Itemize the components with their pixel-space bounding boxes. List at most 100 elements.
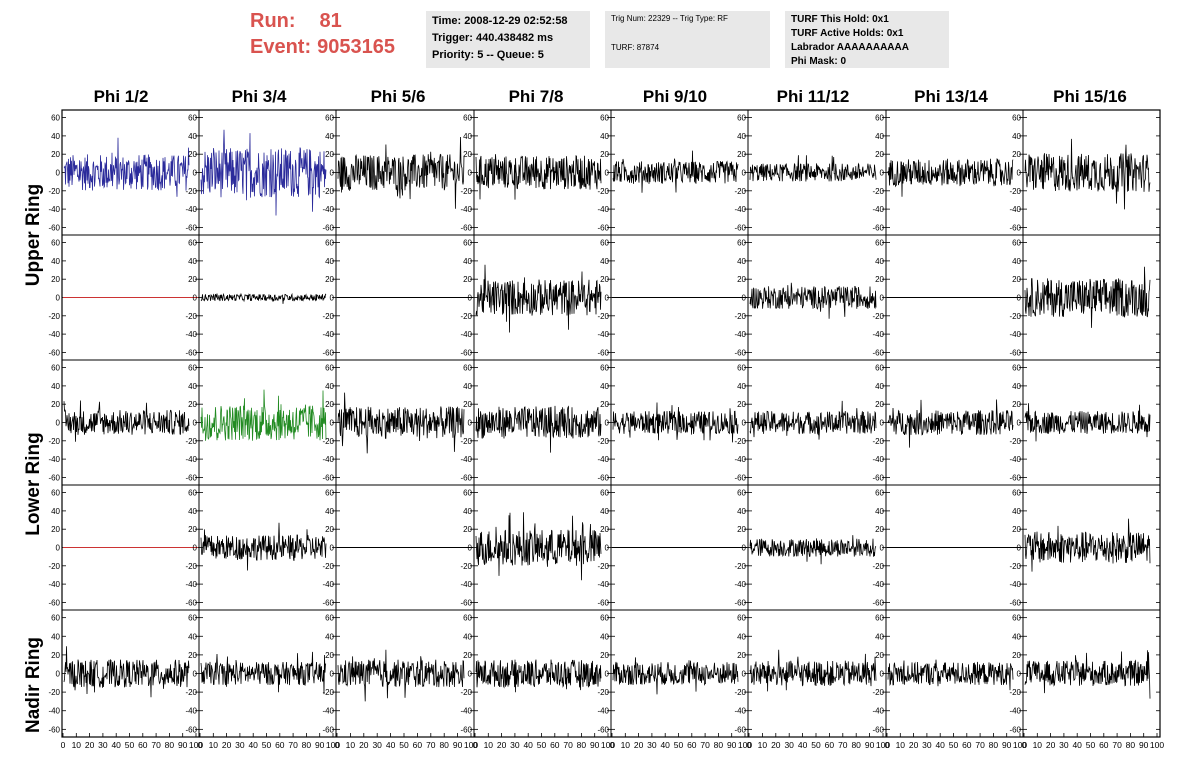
y-tick-label: -60 xyxy=(48,598,60,607)
y-tick-label: -20 xyxy=(872,562,884,571)
y-tick-label: -20 xyxy=(185,312,197,321)
y-tick-label: -20 xyxy=(597,688,609,697)
y-tick-label: 0 xyxy=(330,169,335,178)
y-tick-label: -40 xyxy=(48,455,60,464)
waveform-panel: 60 40 20 0 -20 -40 -60 xyxy=(872,614,1023,734)
y-tick-label: -60 xyxy=(872,473,884,482)
x-tick-label: 50 xyxy=(399,740,409,750)
x-tick-label: 80 xyxy=(302,740,312,750)
y-tick-label: 20 xyxy=(325,525,334,534)
x-tick-label: 60 xyxy=(687,740,697,750)
y-tick-label: 40 xyxy=(600,382,609,391)
y-tick-label: 20 xyxy=(51,275,60,284)
y-tick-label: 0 xyxy=(605,419,610,428)
x-tick-label: 100 xyxy=(601,740,615,750)
x-tick-label: 20 xyxy=(497,740,507,750)
y-tick-label: 0 xyxy=(193,670,198,679)
y-tick-label: -20 xyxy=(460,437,472,446)
y-tick-label: 0 xyxy=(468,169,473,178)
x-tick-label: 30 xyxy=(647,740,657,750)
y-tick-label: 60 xyxy=(1012,364,1021,373)
y-tick-label: 0 xyxy=(56,294,61,303)
y-tick-label: 40 xyxy=(875,632,884,641)
y-tick-label: 60 xyxy=(737,364,746,373)
waveform-trace xyxy=(337,392,465,454)
x-tick-label: 0 xyxy=(198,740,203,750)
x-tick-label: 60 xyxy=(413,740,423,750)
y-tick-label: 20 xyxy=(875,651,884,660)
y-tick-label: -40 xyxy=(460,707,472,716)
y-tick-label: 20 xyxy=(188,150,197,159)
waveform-panel: 60 40 20 0 -20 -40 -60 xyxy=(185,364,336,482)
x-tick-label: 10 xyxy=(72,740,82,750)
y-tick-label: -20 xyxy=(734,688,746,697)
waveform-trace xyxy=(1024,138,1151,210)
x-tick-label: 0 xyxy=(1022,740,1027,750)
y-tick-label: -60 xyxy=(322,348,334,357)
y-tick-label: 60 xyxy=(1012,239,1021,248)
y-tick-label: -60 xyxy=(734,598,746,607)
x-tick-label: 0 xyxy=(610,740,615,750)
y-tick-label: 20 xyxy=(51,651,60,660)
waveform-panel: 60 40 20 0 -20 -40 -60 xyxy=(872,489,1023,607)
waveform-trace xyxy=(200,389,327,441)
run-event-box: Run: 81 Event: 9053165 xyxy=(250,8,415,68)
waveform-trace xyxy=(337,649,465,702)
y-tick-label: -60 xyxy=(1009,473,1021,482)
y-tick-label: 60 xyxy=(325,239,334,248)
waveform-trace xyxy=(200,522,327,571)
y-tick-label: 60 xyxy=(875,114,884,123)
event-label: Event: xyxy=(250,36,312,58)
x-tick-label: 10 xyxy=(621,740,631,750)
y-tick-label: 0 xyxy=(193,544,198,553)
y-tick-label: -60 xyxy=(48,223,60,232)
x-tick-label: 60 xyxy=(275,740,285,750)
y-tick-label: 0 xyxy=(330,294,335,303)
y-tick-label: 60 xyxy=(325,489,334,498)
y-tick-label: 40 xyxy=(188,507,197,516)
y-tick-label: -40 xyxy=(460,455,472,464)
y-tick-label: -40 xyxy=(734,580,746,589)
y-tick-label: 0 xyxy=(1017,670,1022,679)
y-tick-label: 40 xyxy=(737,507,746,516)
y-tick-label: -40 xyxy=(597,707,609,716)
run-label: Run: xyxy=(250,10,296,32)
y-tick-label: 20 xyxy=(51,150,60,159)
x-tick-label: 90 xyxy=(453,740,463,750)
x-tick-label: 90 xyxy=(178,740,188,750)
x-tick-label: 100 xyxy=(1150,740,1164,750)
y-tick-label: 60 xyxy=(325,114,334,123)
y-tick-label: -40 xyxy=(597,580,609,589)
x-tick-label: 70 xyxy=(563,740,573,750)
x-tick-label: 100 xyxy=(189,740,203,750)
y-tick-label: -60 xyxy=(48,348,60,357)
y-tick-label: 40 xyxy=(463,382,472,391)
x-tick-label: 40 xyxy=(523,740,533,750)
y-tick-label: 60 xyxy=(51,239,60,248)
y-tick-label: 40 xyxy=(51,632,60,641)
y-tick-label: 40 xyxy=(325,132,334,141)
y-tick-label: 40 xyxy=(600,257,609,266)
y-tick-label: 20 xyxy=(325,400,334,409)
y-tick-label: -60 xyxy=(460,348,472,357)
waveform-panel: 60 40 20 0 -20 -40 -60 xyxy=(734,239,886,357)
y-tick-label: 20 xyxy=(600,651,609,660)
y-tick-label: -40 xyxy=(185,330,197,339)
waveform-trace xyxy=(475,405,602,453)
y-tick-label: 40 xyxy=(51,507,60,516)
waveform-trace xyxy=(63,646,190,698)
turf-active-text: TURF Active Holds: 0x1 xyxy=(791,28,904,39)
y-tick-label: -40 xyxy=(1009,330,1021,339)
x-tick-label: 10 xyxy=(1033,740,1043,750)
x-tick-label: 50 xyxy=(125,740,135,750)
y-tick-label: -60 xyxy=(48,725,60,734)
y-tick-label: 0 xyxy=(742,544,747,553)
y-tick-label: -60 xyxy=(872,725,884,734)
y-tick-label: -60 xyxy=(185,725,197,734)
x-tick-label: 60 xyxy=(1099,740,1109,750)
y-tick-label: -20 xyxy=(597,437,609,446)
phi-mask-text: Phi Mask: 0 xyxy=(791,56,847,67)
y-tick-label: 60 xyxy=(600,239,609,248)
y-tick-label: -20 xyxy=(322,437,334,446)
y-tick-label: 40 xyxy=(188,632,197,641)
